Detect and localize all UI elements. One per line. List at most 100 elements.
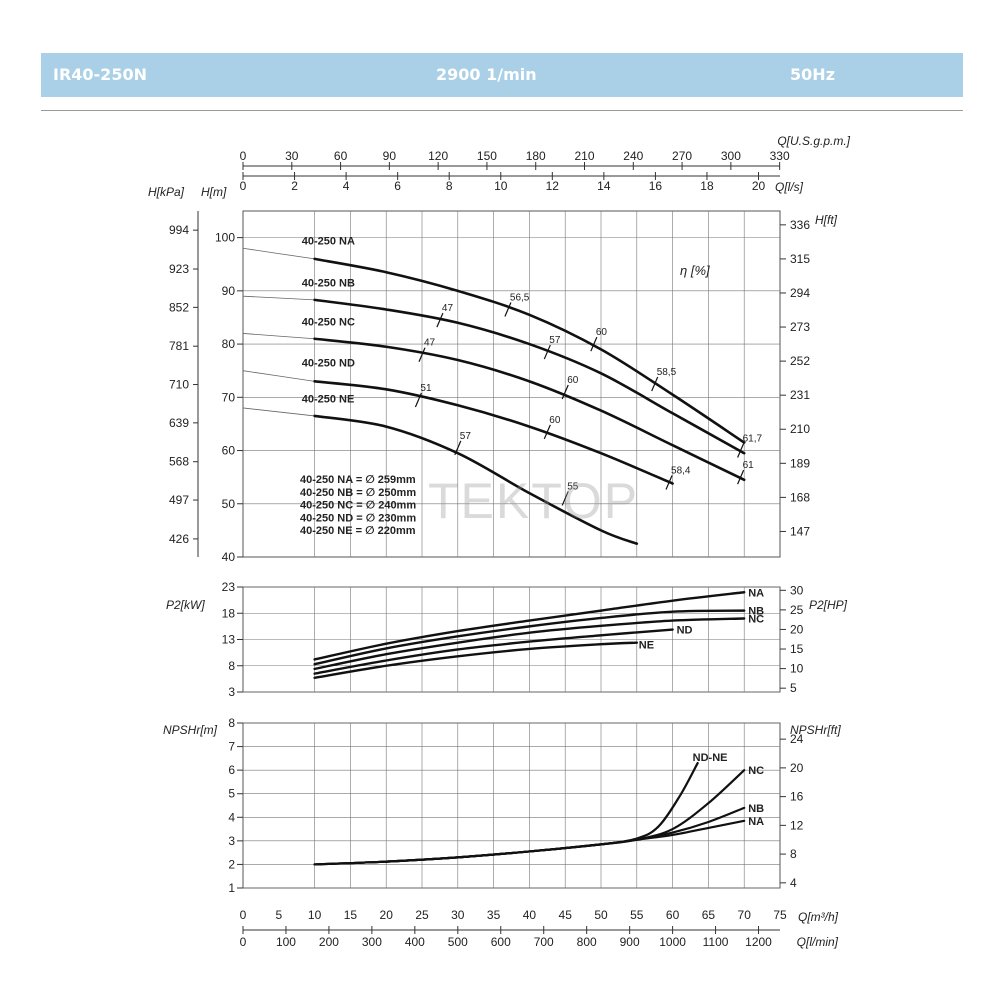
power-kw-axis-label: P2[kW] <box>166 598 205 612</box>
power-hp-axis-label: P2[HP] <box>809 598 848 612</box>
usgpm-tick-label: 270 <box>672 149 692 163</box>
head-curve-thin <box>242 295 315 301</box>
lmin-axis-label: Q[l/min] <box>797 935 839 949</box>
m3h-tick-label: 45 <box>559 908 573 922</box>
m3h-tick-label: 60 <box>666 908 680 922</box>
diameter-legend-entry: 40-250 NC = ∅ 240mm <box>300 500 416 512</box>
head-kpa-tick-label: 994 <box>169 223 189 237</box>
power-hp-tick-label: 30 <box>790 583 804 597</box>
m3h-axis-label: Q[m³/h] <box>798 910 839 924</box>
efficiency-mark <box>561 491 569 506</box>
power-kw-tick-label: 8 <box>228 659 235 673</box>
head-m-tick-label: 40 <box>222 550 236 564</box>
lmin-tick-label: 100 <box>276 935 296 949</box>
npsh-m-tick-label: 2 <box>228 857 235 871</box>
head-ft-tick-label: 315 <box>790 252 810 266</box>
ls-tick-label: 12 <box>546 179 560 193</box>
ls-tick-label: 4 <box>343 179 350 193</box>
npsh-ft-tick-label: 16 <box>790 790 804 804</box>
head-curve <box>313 257 746 444</box>
diameter-legend-entry: 40-250 NE = ∅ 220mm <box>300 525 416 537</box>
lmin-tick-label: 900 <box>620 935 640 949</box>
head-ft-axis-label: H[ft] <box>815 213 838 227</box>
ls-tick-label: 18 <box>700 179 714 193</box>
head-curve <box>313 337 746 482</box>
usgpm-tick-label: 0 <box>240 149 247 163</box>
head-ft-tick-label: 210 <box>790 422 810 436</box>
head-kpa-tick-label: 852 <box>169 300 189 314</box>
head-ft-tick-label: 294 <box>790 286 810 300</box>
npsh-m-tick-label: 4 <box>228 810 235 824</box>
efficiency-mark <box>561 384 569 400</box>
lmin-tick-label: 1200 <box>745 935 772 949</box>
head-kpa-tick-label: 923 <box>169 262 189 276</box>
npsh-m-tick-label: 3 <box>228 834 235 848</box>
power-hp-tick-label: 5 <box>790 681 797 695</box>
efficiency-mark-label: 56,5 <box>510 292 530 303</box>
npsh-ft-tick-label: 24 <box>790 732 804 746</box>
efficiency-mark <box>418 347 426 362</box>
power-hp-tick-label: 25 <box>790 603 804 617</box>
head-m-tick-label: 100 <box>215 231 235 245</box>
head-m-tick-label: 90 <box>222 284 236 298</box>
lmin-tick-label: 500 <box>448 935 468 949</box>
m3h-tick-label: 15 <box>344 908 358 922</box>
head-m-tick-label: 60 <box>222 444 236 458</box>
usgpm-tick-label: 210 <box>574 149 594 163</box>
npsh-curve-label: NB <box>748 803 764 815</box>
efficiency-mark <box>543 424 551 440</box>
lmin-tick-label: 800 <box>577 935 597 949</box>
head-ft-tick-label: 336 <box>790 218 810 232</box>
head-curve <box>313 380 674 485</box>
head-kpa-tick-label: 639 <box>169 416 189 430</box>
npsh-m-tick-label: 5 <box>228 787 235 801</box>
npsh-curve <box>313 761 699 866</box>
efficiency-mark-label: 47 <box>424 338 436 349</box>
head-curve-label: 40-250 NE <box>302 394 355 406</box>
lmin-tick-label: 1100 <box>703 935 729 949</box>
diameter-legend-entry: 40-250 ND = ∅ 230mm <box>300 512 416 524</box>
usgpm-tick-label: 180 <box>526 149 546 163</box>
efficiency-mark-label: 61 <box>743 460 755 471</box>
power-curve <box>313 609 746 666</box>
ls-tick-label: 20 <box>752 179 766 193</box>
watermark-text: TEKTOP <box>428 473 640 529</box>
head-kpa-tick-label: 568 <box>169 455 189 469</box>
lmin-tick-label: 300 <box>362 935 382 949</box>
efficiency-mark-label: 61,7 <box>743 434 763 445</box>
lmin-tick-label: 0 <box>240 935 247 949</box>
power-curve <box>313 628 674 675</box>
diameter-legend-entry: 40-250 NB = ∅ 250mm <box>300 487 416 499</box>
power-kw-tick-label: 13 <box>222 633 236 647</box>
ls-tick-label: 2 <box>291 179 298 193</box>
head-kpa-tick-label: 781 <box>169 339 189 353</box>
efficiency-mark <box>665 475 673 490</box>
efficiency-mark <box>414 392 422 408</box>
efficiency-label: η [%] <box>680 263 710 278</box>
head-kpa-tick-label: 710 <box>169 378 189 392</box>
power-hp-tick-label: 15 <box>790 642 804 656</box>
power-kw-tick-label: 3 <box>228 685 235 699</box>
head-kpa-tick-label: 426 <box>169 532 189 546</box>
efficiency-mark-label: 60 <box>567 375 579 386</box>
head-m-tick-label: 50 <box>222 497 236 511</box>
lmin-tick-label: 200 <box>319 935 339 949</box>
npsh-curve-label: NC <box>748 765 764 777</box>
mains-frequency: 50Hz <box>790 65 835 84</box>
npsh-ft-tick-label: 20 <box>790 761 804 775</box>
power-kw-tick-label: 23 <box>222 580 236 594</box>
m3h-tick-label: 20 <box>380 908 394 922</box>
efficiency-mark-label: 58,4 <box>671 465 691 476</box>
usgpm-tick-label: 300 <box>721 149 741 163</box>
npsh-m-tick-label: 7 <box>228 740 235 754</box>
usgpm-tick-label: 240 <box>623 149 643 163</box>
head-ft-tick-label: 231 <box>790 388 810 402</box>
pump-speed: 2900 1/min <box>436 65 537 84</box>
efficiency-mark <box>504 302 512 317</box>
m3h-tick-label: 75 <box>773 908 787 922</box>
efficiency-mark-label: 55 <box>567 481 579 492</box>
m3h-tick-label: 35 <box>487 908 501 922</box>
lmin-tick-label: 1000 <box>659 935 686 949</box>
diameter-legend-entry: 40-250 NA = ∅ 259mm <box>300 474 416 486</box>
